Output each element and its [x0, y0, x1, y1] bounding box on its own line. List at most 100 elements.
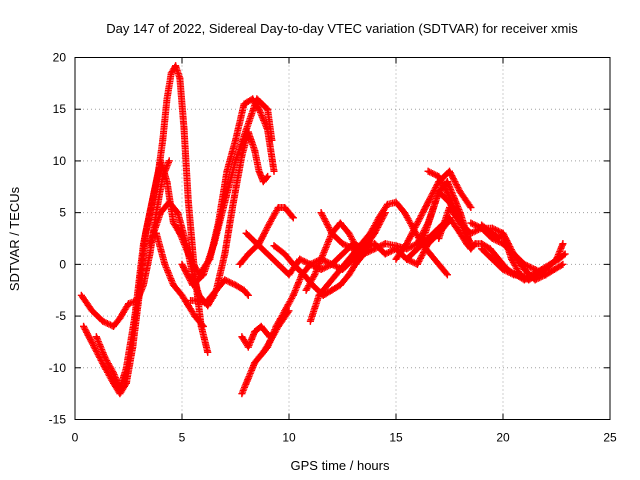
data-point [264, 172, 272, 180]
data-point [392, 198, 400, 206]
data-point [110, 322, 118, 330]
data-point [561, 250, 569, 258]
data-point [264, 126, 272, 134]
data-point [101, 353, 109, 361]
data-point [371, 245, 379, 253]
data-point [336, 219, 344, 227]
data-point [255, 167, 263, 175]
data-point [375, 214, 383, 222]
data-point [296, 255, 304, 263]
y-tick-label: 20 [53, 51, 67, 65]
data-point [281, 307, 289, 315]
y-tick-label: 5 [59, 206, 66, 220]
data-point [550, 266, 558, 274]
y-tick-label: 0 [59, 257, 66, 271]
data-point [244, 374, 252, 382]
data-point [332, 271, 340, 279]
data-point [424, 167, 432, 175]
data-point [553, 255, 560, 263]
data-point [174, 224, 182, 232]
data-point [345, 271, 353, 279]
data-point [255, 353, 263, 361]
data-point [184, 198, 192, 206]
data-point [125, 300, 132, 308]
y-tick-label: -10 [49, 361, 67, 375]
data-point [418, 240, 426, 248]
data-point [161, 260, 169, 268]
data-point [306, 317, 314, 325]
data-point [266, 219, 274, 227]
data-point [146, 240, 154, 248]
data-point [467, 203, 475, 211]
data-point [289, 260, 297, 268]
data-point [281, 250, 289, 258]
data-point [413, 260, 421, 268]
data-point [336, 281, 344, 289]
data-point [446, 193, 453, 201]
data-point [206, 255, 214, 263]
data-point [488, 255, 496, 263]
data-point [240, 100, 248, 108]
data-point [510, 271, 518, 279]
data-point [163, 178, 171, 186]
data-point [238, 333, 246, 341]
data-point [122, 364, 130, 372]
data-point [163, 95, 171, 103]
x-tick-label: 5 [179, 431, 186, 445]
data-point [403, 255, 411, 263]
data-point [559, 260, 567, 268]
data-point [339, 250, 346, 258]
data-point [443, 178, 451, 186]
data-point [289, 291, 297, 299]
data-point [195, 271, 203, 279]
data-point [221, 276, 229, 284]
data-point [242, 229, 250, 237]
x-axis-label: GPS time / hours [291, 458, 390, 473]
data-points [77, 62, 569, 398]
data-point [542, 266, 550, 274]
data-point [264, 105, 272, 113]
data-point [148, 198, 156, 206]
y-tick-label: -15 [49, 413, 67, 427]
data-point [315, 291, 323, 299]
data-point [366, 240, 374, 248]
data-point [495, 235, 503, 242]
data-point [328, 260, 336, 268]
data-point [520, 273, 528, 281]
data-point [169, 281, 177, 289]
x-tick-label: 15 [389, 431, 403, 445]
data-point [251, 359, 259, 367]
series-arc-16 [302, 219, 361, 294]
x-tick-label: 10 [282, 431, 296, 445]
data-point [531, 271, 539, 279]
data-point [324, 281, 332, 289]
series-arc-7 [174, 95, 278, 279]
data-point [178, 291, 186, 299]
data-point [499, 229, 507, 237]
data-point [251, 328, 259, 336]
data-point [401, 209, 409, 217]
data-point [328, 229, 336, 237]
data-point [274, 260, 282, 268]
data-point [366, 229, 374, 237]
data-point [435, 235, 443, 242]
data-point [403, 240, 411, 248]
data-point [172, 62, 180, 70]
data-point [306, 260, 314, 268]
series-arc-25 [478, 221, 541, 284]
data-point [281, 203, 289, 211]
y-tick-label: 15 [53, 102, 67, 116]
data-point [264, 343, 272, 351]
data-point [116, 314, 124, 322]
data-point [413, 245, 421, 253]
plot-frame [74, 57, 611, 420]
data-point [152, 229, 160, 237]
data-point [195, 297, 203, 305]
data-point [214, 219, 222, 227]
data-point [424, 198, 432, 206]
data-point [392, 255, 400, 263]
data-point [349, 245, 357, 253]
x-tick-label: 25 [603, 431, 617, 445]
data-point [165, 157, 173, 165]
data-point [187, 297, 195, 305]
